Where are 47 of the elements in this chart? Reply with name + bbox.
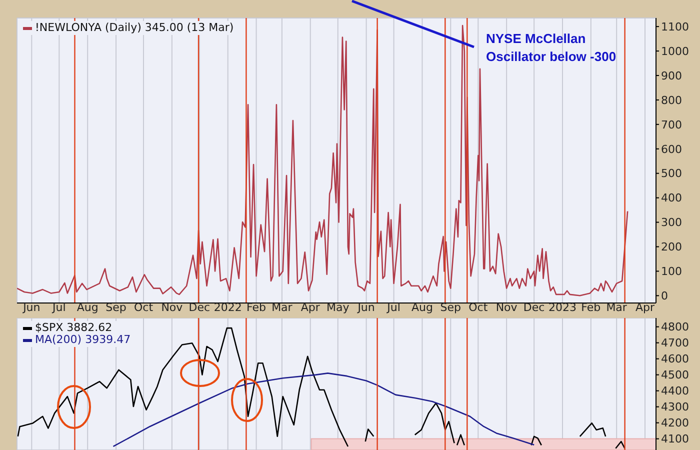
y-tick-label: 800 [661, 94, 682, 107]
y-tick-label: 100 [661, 265, 682, 278]
legend-label: !NEWLONYA (Daily) 345.00 (13 Mar) [35, 21, 234, 34]
x-tick-label: Feb [246, 300, 266, 314]
x-tick-label: Apr [300, 300, 320, 314]
y-tick-label: 4800 [661, 320, 689, 334]
y-tick-label: 4600 [661, 352, 689, 366]
y-tick-label: 1100 [661, 20, 689, 34]
x-tick-label: Jul [52, 300, 66, 314]
y-tick-label: 1000 [661, 44, 689, 58]
x-tick-label: Nov [496, 300, 518, 314]
x-tick-label: 2022 [214, 300, 242, 314]
x-tick-label: 2023 [548, 300, 576, 314]
x-tick-label: May [326, 300, 350, 314]
x-tick-label: Sep [106, 300, 126, 314]
x-tick-label: Oct [468, 300, 488, 314]
y-tick-label: 4300 [661, 400, 689, 414]
y-tick-label: 700 [661, 118, 682, 132]
y-tick-label: 200 [661, 240, 682, 254]
x-tick-label: Sep [440, 300, 462, 314]
x-tick-label: Aug [76, 300, 98, 314]
legend-label: $SPX 3882.62 [35, 321, 112, 334]
x-tick-label: Aug [411, 300, 433, 314]
x-tick-label: Dec [188, 300, 210, 314]
x-tick-label: Jul [386, 300, 400, 314]
y-tick-label: 4200 [661, 416, 689, 430]
x-tick-label: Mar [606, 300, 628, 314]
x-tick-label: Mar [272, 300, 293, 314]
x-tick-label: Dec [523, 300, 545, 314]
annotation: NYSE McClellan Oscillator below -300 [486, 30, 618, 66]
x-tick-label: Apr [635, 300, 655, 314]
y-tick-label: 300 [661, 216, 682, 230]
y-tick-label: 4700 [661, 336, 689, 350]
x-tick-label: Oct [134, 300, 154, 314]
y-tick-label: 400 [661, 192, 682, 205]
y-tick-label: 4100 [661, 432, 689, 446]
x-tick-label: Nov [161, 300, 184, 314]
y-tick-label: 600 [661, 142, 682, 156]
x-tick-label: Jun [22, 300, 40, 314]
y-tick-label: 900 [661, 69, 682, 82]
y-tick-label: 500 [661, 167, 682, 180]
y-tick-label: 4400 [661, 384, 689, 398]
legend-label: MA(200) 3939.47 [35, 333, 131, 346]
x-tick-label: Jun [356, 300, 375, 314]
y-tick-label: 4500 [661, 368, 689, 382]
x-tick-label: Feb [581, 300, 601, 314]
y-tick-label: 0 [661, 290, 668, 303]
